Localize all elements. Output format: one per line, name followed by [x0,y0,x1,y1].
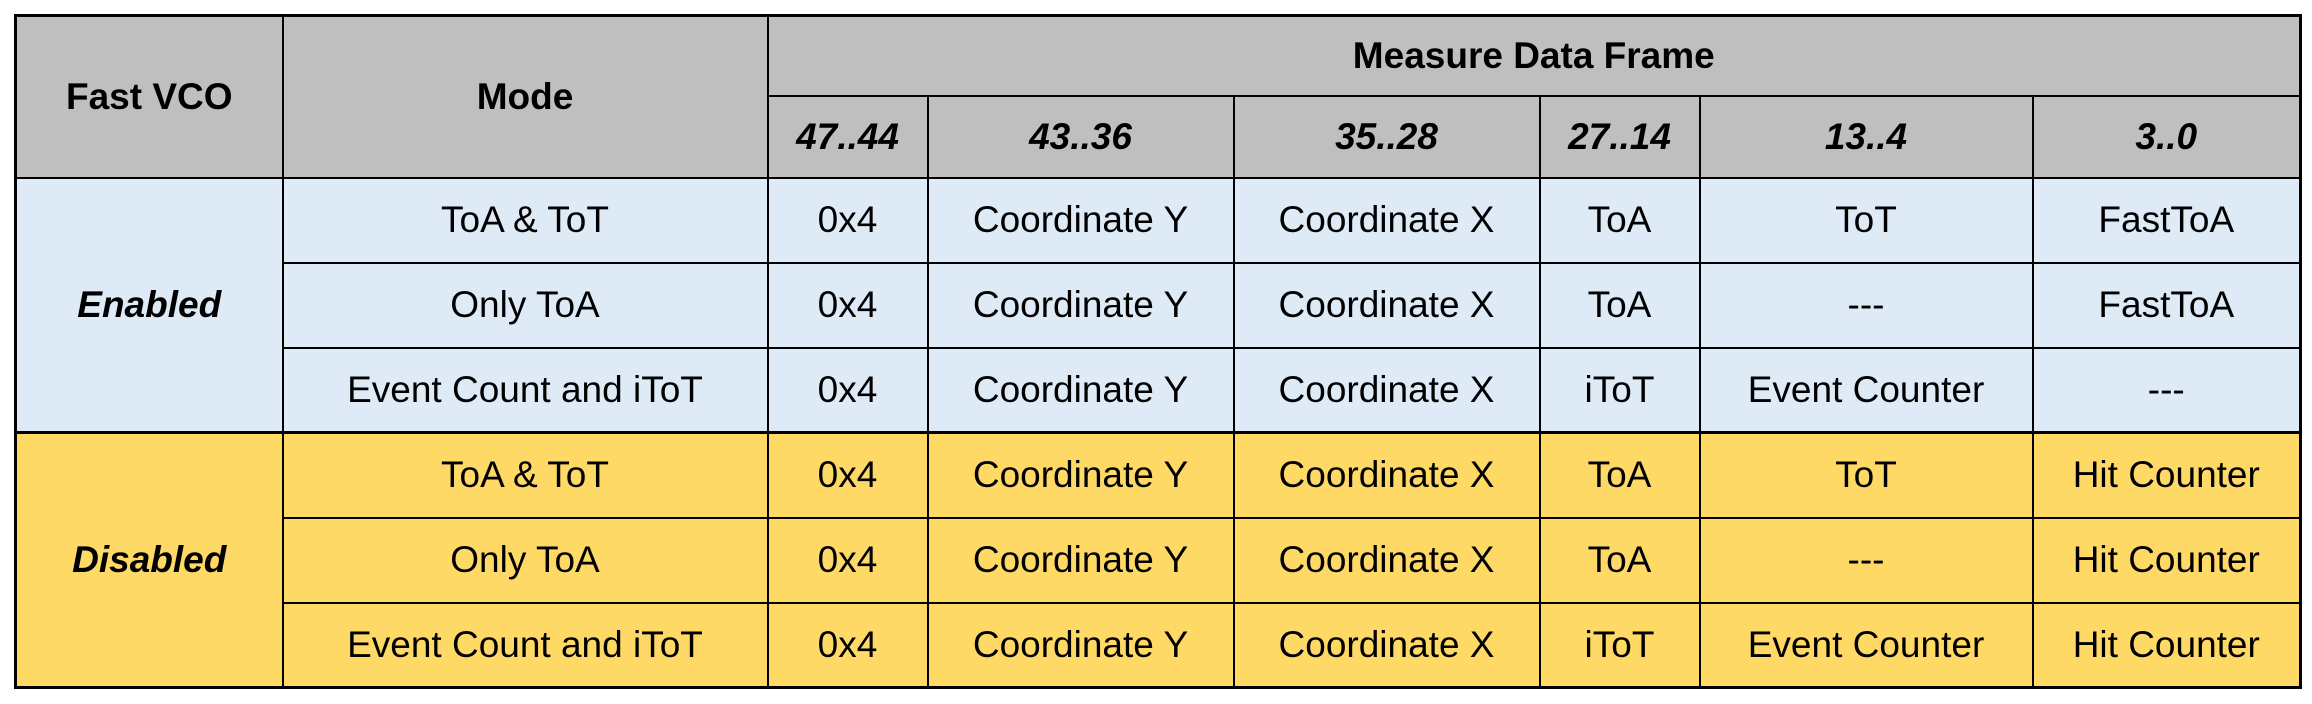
table-row: Event Count and iToT 0x4 Coordinate Y Co… [15,346,2302,434]
table-cell: ToT [1698,176,2034,264]
fast-vco-header: Fast VCO [14,14,284,179]
bits-header: 3..0 [2031,94,2302,179]
table-cell: 0x4 [766,431,929,519]
table-row: Only ToA 0x4 Coordinate Y Coordinate X T… [15,261,2302,349]
table-cell: 0x4 [766,176,929,264]
table-cell: Coordinate Y [926,516,1235,604]
table-cell: Coordinate X [1232,346,1541,434]
table-cell: --- [1698,261,2034,349]
table-row: Disabled ToA & ToT 0x4 Coordinate Y Coor… [14,431,2302,689]
table-cell: ToA [1538,516,1701,604]
mode-cell: ToA & ToT [281,176,769,264]
table-cell: 0x4 [766,261,929,349]
mode-header: Mode [281,14,769,179]
table-cell: FastToA [2031,261,2302,349]
bits-header: 43..36 [926,94,1235,179]
table-cell: Hit Counter [2031,431,2302,519]
table-cell: Coordinate Y [926,346,1235,434]
table-cell: Coordinate Y [926,176,1235,264]
table-cell: Event Counter [1698,601,2034,689]
table-cell: Coordinate Y [926,431,1235,519]
table-cell: 0x4 [766,346,929,434]
table-cell: Hit Counter [2031,601,2302,689]
measure-data-frame-header: Measure Data Frame [766,14,2302,97]
table-cell: Coordinate X [1232,431,1541,519]
group-label-enabled: Enabled [14,176,284,434]
measure-data-frame-table: Fast VCO Mode Measure Data Frame 47..44 … [14,14,2303,689]
table-cell: ToA [1538,431,1701,519]
bits-header: 35..28 [1232,94,1541,179]
table-cell: Coordinate X [1232,176,1541,264]
mode-cell: Event Count and iToT [281,346,769,434]
mode-cell: ToA & ToT [281,431,769,519]
table-cell: iToT [1538,601,1701,689]
table-cell: Coordinate Y [926,261,1235,349]
table-cell: ToA [1538,176,1701,264]
table-cell: ToT [1698,431,2034,519]
bits-header: 47..44 [766,94,929,179]
table-cell: FastToA [2031,176,2302,264]
table-cell: Coordinate X [1232,601,1541,689]
table-cell: Event Counter [1698,346,2034,434]
table-cell: --- [1698,516,2034,604]
bits-header: 13..4 [1698,94,2034,179]
table-cell: 0x4 [766,601,929,689]
table-cell: iToT [1538,346,1701,434]
table-cell: 0x4 [766,516,929,604]
table-row: Only ToA 0x4 Coordinate Y Coordinate X T… [15,516,2302,604]
table-cell: Coordinate Y [926,601,1235,689]
table-cell: Coordinate X [1232,516,1541,604]
mode-cell: Only ToA [281,261,769,349]
table-row: Event Count and iToT 0x4 Coordinate Y Co… [15,601,2302,689]
table-cell: Coordinate X [1232,261,1541,349]
group-label-disabled: Disabled [14,431,284,689]
table-cell: --- [2031,346,2302,434]
table-cell: Hit Counter [2031,516,2302,604]
bits-header: 27..14 [1538,94,1701,179]
table-row: Enabled ToA & ToT 0x4 Coordinate Y Coord… [14,176,2302,434]
mode-cell: Event Count and iToT [281,601,769,689]
table-cell: ToA [1538,261,1701,349]
mode-cell: Only ToA [281,516,769,604]
